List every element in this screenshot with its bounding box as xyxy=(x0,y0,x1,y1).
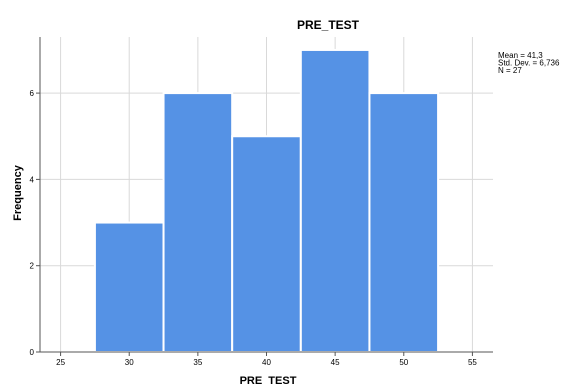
x-tick-label: 50 xyxy=(399,358,408,367)
histogram-bar xyxy=(93,221,165,353)
x-tick-label: 35 xyxy=(193,358,202,367)
bars xyxy=(93,48,440,354)
x-tick-label: 25 xyxy=(56,358,65,367)
y-tick-label: 6 xyxy=(30,89,35,98)
histogram-bar xyxy=(162,92,234,354)
chart-title: PRE_TEST xyxy=(297,18,360,32)
y-tick-label: 2 xyxy=(30,262,35,271)
stats-line: Mean = 41,3 xyxy=(498,51,543,60)
x-tick-label: 40 xyxy=(262,358,271,367)
x-tick-label: 55 xyxy=(468,358,477,367)
histogram-bar xyxy=(368,92,440,354)
y-tick-label: 4 xyxy=(30,175,35,184)
stats-line: N = 27 xyxy=(498,66,522,75)
x-tick-label: 30 xyxy=(125,358,134,367)
stats-line: Std. Dev. = 6,736 xyxy=(498,59,560,68)
histogram-bar xyxy=(231,135,302,353)
y-tick-label: 0 xyxy=(30,348,35,357)
axes: 25 30 35 40 45 50 55 0 2 4 6 xyxy=(30,37,493,367)
histogram-bar xyxy=(299,48,371,354)
x-axis-label: PRE_TEST xyxy=(240,375,297,385)
y-axis-label: Frequency xyxy=(12,164,24,221)
x-tick-label: 45 xyxy=(331,358,340,367)
